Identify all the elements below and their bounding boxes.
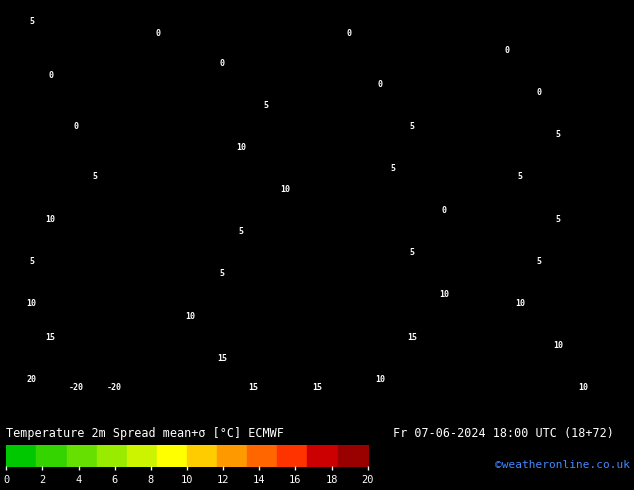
Text: 5: 5 — [238, 227, 243, 236]
Text: 5: 5 — [29, 17, 34, 25]
Text: 15: 15 — [46, 333, 56, 342]
Text: 0: 0 — [378, 80, 383, 89]
Text: 5: 5 — [555, 130, 560, 139]
Text: 15: 15 — [217, 354, 227, 363]
Text: 15: 15 — [249, 383, 259, 392]
Text: 5: 5 — [555, 215, 560, 223]
Text: 10: 10 — [375, 375, 385, 384]
Text: 10: 10 — [515, 299, 525, 308]
Text: 5: 5 — [410, 248, 415, 257]
Text: Fr 07-06-2024 18:00 UTC (18+72): Fr 07-06-2024 18:00 UTC (18+72) — [393, 427, 614, 440]
Text: -20: -20 — [107, 383, 122, 392]
Text: 5: 5 — [410, 122, 415, 131]
Text: 0: 0 — [346, 29, 351, 38]
Text: 5: 5 — [29, 257, 34, 266]
Text: 5: 5 — [391, 164, 396, 173]
Text: 10: 10 — [553, 341, 563, 350]
Text: 5: 5 — [219, 270, 224, 278]
Text: 0: 0 — [441, 206, 446, 215]
Text: Temperature 2m Spread mean+σ [°C] ECMWF: Temperature 2m Spread mean+σ [°C] ECMWF — [6, 427, 284, 440]
Text: 5: 5 — [536, 257, 541, 266]
Text: 10: 10 — [280, 185, 290, 194]
Text: 10: 10 — [439, 291, 449, 299]
Text: 15: 15 — [407, 333, 417, 342]
Text: 0: 0 — [156, 29, 161, 38]
Text: ©weatheronline.co.uk: ©weatheronline.co.uk — [495, 461, 630, 470]
Text: 5: 5 — [93, 172, 98, 181]
Text: 10: 10 — [185, 312, 195, 320]
Text: 5: 5 — [264, 101, 269, 110]
Text: 0: 0 — [505, 46, 510, 55]
Text: -20: -20 — [68, 383, 84, 392]
Text: 10: 10 — [578, 383, 588, 392]
Text: 0: 0 — [74, 122, 79, 131]
Text: 20: 20 — [27, 375, 37, 384]
Text: 10: 10 — [27, 299, 37, 308]
Text: 0: 0 — [536, 88, 541, 97]
Text: 0: 0 — [48, 72, 53, 80]
Text: 0: 0 — [219, 59, 224, 68]
Text: 5: 5 — [517, 172, 522, 181]
Text: 15: 15 — [312, 383, 322, 392]
Text: 10: 10 — [46, 215, 56, 223]
Text: 10: 10 — [236, 143, 246, 152]
